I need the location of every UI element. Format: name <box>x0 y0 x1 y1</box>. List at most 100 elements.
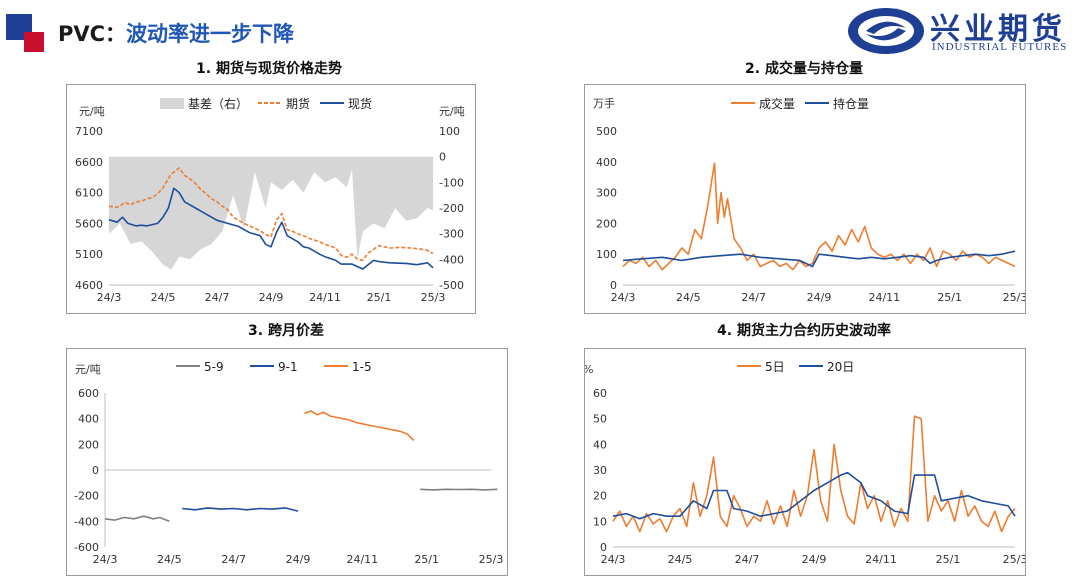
x-tick-label: 24/11 <box>865 553 897 566</box>
x-tick-label: 24/9 <box>802 553 827 566</box>
series-line-现货 <box>108 187 434 270</box>
y-tick-label: 6100 <box>75 187 103 200</box>
x-tick-label: 24/7 <box>741 291 766 304</box>
series-line-20日 <box>612 471 1016 520</box>
series-line-持仓量 <box>622 250 1016 268</box>
y-tick-label: 0 <box>610 279 617 292</box>
series-line-5-9 <box>420 488 498 491</box>
legend-swatch-基差（右） <box>160 98 184 109</box>
x-tick-label: 25/1 <box>414 553 439 566</box>
company-logo-icon <box>848 8 924 54</box>
y-right-tick-label: -200 <box>439 202 464 215</box>
y-right-tick-label: -300 <box>439 228 464 241</box>
y-tick-label: 400 <box>596 156 617 169</box>
y-axis-unit-label: % <box>585 363 593 376</box>
x-tick-label: 24/11 <box>309 291 341 304</box>
x-tick-label: 24/7 <box>735 553 760 566</box>
y-axis-unit-label: 元/吨 <box>75 363 101 376</box>
y-tick-label: 200 <box>596 217 617 230</box>
y-tick-label: 40 <box>593 438 607 451</box>
logo-english-text: INDUSTRIAL FUTURES <box>932 41 1068 53</box>
y-tick-label: 4600 <box>75 279 103 292</box>
x-tick-label: 25/3 <box>421 291 446 304</box>
y-tick-label: 20 <box>593 490 607 503</box>
x-tick-label: 25/1 <box>937 291 962 304</box>
x-tick-label: 24/5 <box>668 553 693 566</box>
y-axis-unit-label: 万手 <box>593 96 615 110</box>
legend-label: 20日 <box>827 360 854 374</box>
x-tick-label: 24/9 <box>259 291 284 304</box>
legend-label: 基差（右） <box>188 96 248 111</box>
y-right-tick-label: -500 <box>439 279 464 292</box>
x-tick-label: 25/3 <box>479 553 504 566</box>
chart3-title: 3. 跨月价差 <box>248 323 324 339</box>
y-tick-label: 400 <box>78 413 99 426</box>
y-tick-label: -400 <box>74 515 99 528</box>
x-tick-label: 25/3 <box>1003 291 1025 304</box>
series-area-basis <box>109 156 433 270</box>
chart4-svg: %60 50 40 30 20 10 024/3 24/5 24/7 24/9 24/11 25/1 2… <box>583 360 1027 566</box>
legend-label: 5日 <box>765 360 785 374</box>
x-tick-label: 24/3 <box>601 553 626 566</box>
series-line-5日 <box>612 415 1016 533</box>
y-right-tick-label: -100 <box>439 176 464 189</box>
logo-chinese-text: 兴业期货 <box>930 12 1066 47</box>
series-line-9-1 <box>182 507 299 512</box>
x-tick-label: 24/7 <box>205 291 230 304</box>
y-tick-label: -200 <box>74 490 99 503</box>
chart4-title: 4. 期货主力合约历史波动率 <box>717 323 891 339</box>
y-tick-label: 200 <box>78 438 99 451</box>
x-tick-label: 25/3 <box>1003 553 1025 566</box>
x-tick-label: 25/1 <box>367 291 392 304</box>
x-tick-label: 25/1 <box>936 553 961 566</box>
x-tick-label: 24/11 <box>346 553 378 566</box>
legend-label: 期货 <box>286 96 310 111</box>
x-tick-label: 24/9 <box>807 291 832 304</box>
legend-label: 持仓量 <box>833 96 869 111</box>
y-tick-label: 0 <box>92 464 99 477</box>
y-tick-label: 6600 <box>75 156 103 169</box>
brand-square-red <box>24 32 44 52</box>
page-title: PVC：波动率进一步下降 <box>58 18 294 48</box>
y-tick-label: 10 <box>593 515 607 528</box>
y-axis-unit-label: 元/吨 <box>79 105 105 118</box>
chart2-title: 2. 成交量与持仓量 <box>745 61 863 77</box>
y-tick-label: 30 <box>593 464 607 477</box>
x-tick-label: 24/11 <box>868 291 900 304</box>
legend-label: 9-1 <box>278 360 298 374</box>
chart3-panel: 元/吨 600 400 200 0 -200 -400 -600 24/3 24/5 24/7 24/… <box>66 348 508 576</box>
x-tick-label: 24/3 <box>93 553 118 566</box>
page-title-prefix: PVC： <box>58 22 127 46</box>
y-tick-label: 7100 <box>75 125 103 138</box>
legend-label: 现货 <box>348 96 372 111</box>
series-line-5-9 <box>104 515 170 523</box>
legend-label: 1-5 <box>352 360 372 374</box>
legend-label: 5-9 <box>204 360 224 374</box>
y-tick-label: 60 <box>593 387 607 400</box>
x-tick-label: 24/9 <box>286 553 311 566</box>
chart1-panel: 元/吨 元/吨 7100 6600 6100 5600 5100 4600 100 0 -100 -2… <box>66 84 476 314</box>
x-tick-label: 24/5 <box>157 553 182 566</box>
y-axis-right-unit-label: 元/吨 <box>439 105 465 118</box>
y-tick-label: 50 <box>593 413 607 426</box>
y-tick-label: 600 <box>78 387 99 400</box>
y-tick-label: 300 <box>596 187 617 200</box>
y-right-tick-label: 100 <box>439 125 460 138</box>
y-tick-label: 0 <box>600 541 607 554</box>
y-tick-label: 500 <box>596 125 617 138</box>
chart2-panel: 万手 500 400 300 200 100 0 24/3 24/5 24/7 24/9 24/11 2… <box>584 84 1027 314</box>
y-tick-label: 5100 <box>75 248 103 261</box>
x-tick-label: 24/3 <box>97 291 122 304</box>
y-right-tick-label: -400 <box>439 253 464 266</box>
chart4-panel: %60 50 40 30 20 10 024/3 24/5 24/7 24/9 24/11 25/1 2… <box>583 348 1027 576</box>
y-tick-label: 100 <box>596 248 617 261</box>
y-tick-label: -600 <box>74 541 99 554</box>
x-tick-label: 24/5 <box>151 291 176 304</box>
y-tick-label: 5600 <box>75 217 103 230</box>
chart2-svg: 万手 500 400 300 200 100 024/3 24/5 24/7 24/9 24/11 2… <box>593 96 1027 304</box>
series-line-成交量 <box>622 162 1016 271</box>
series-line-1-5 <box>304 410 415 442</box>
x-tick-label: 24/5 <box>676 291 701 304</box>
x-tick-label: 24/7 <box>221 553 246 566</box>
legend-label: 成交量 <box>759 96 795 111</box>
